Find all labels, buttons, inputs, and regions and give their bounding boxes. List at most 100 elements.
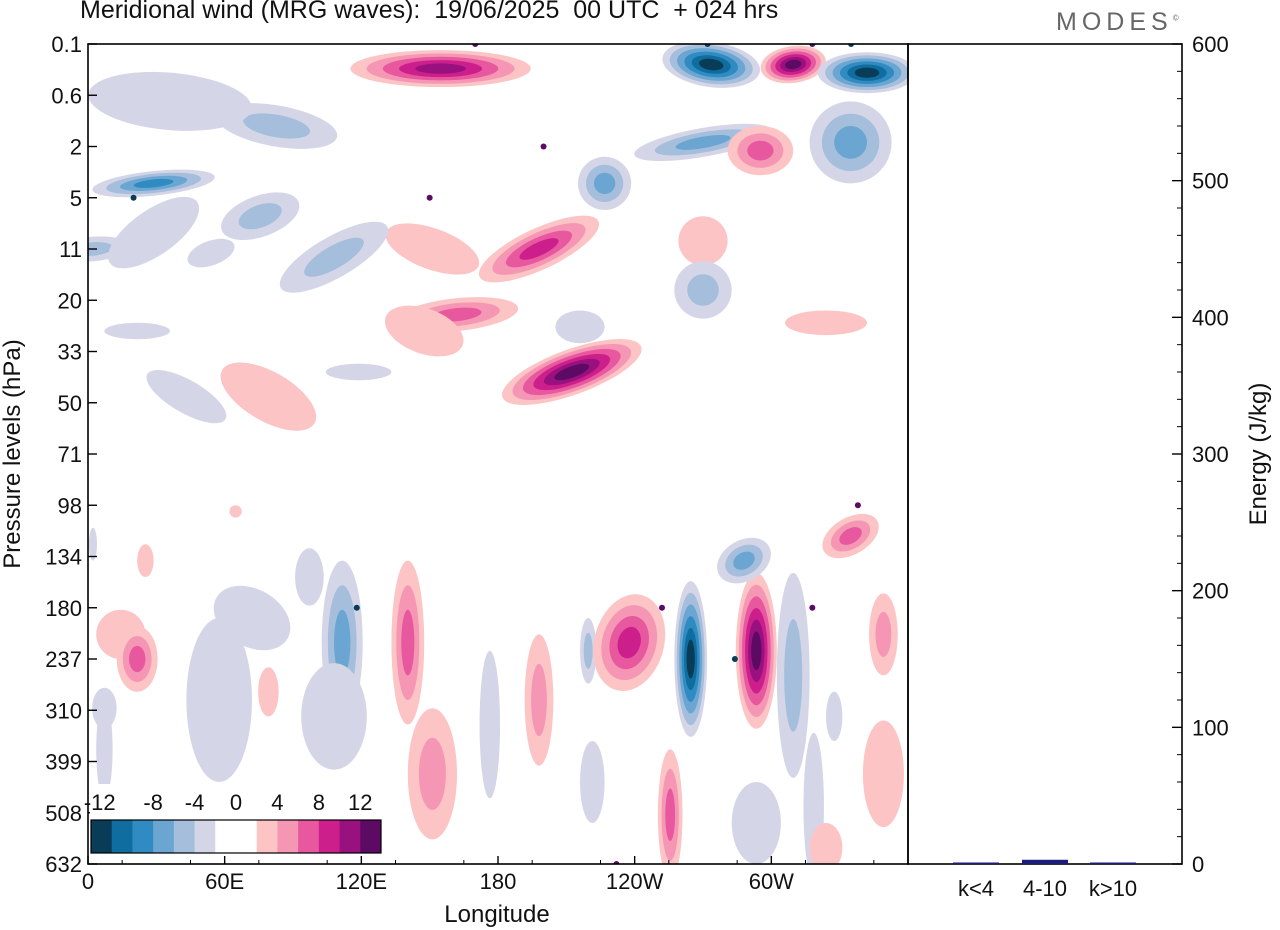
y-axis-title: Pressure levels (hPa): [0, 339, 26, 568]
energy-category-label: k<4: [958, 876, 994, 901]
y-tick-label: 98: [58, 493, 82, 518]
contour-positive: [785, 310, 867, 336]
contour-negative: [634, 123, 772, 162]
colorbar-swatch: [194, 820, 216, 853]
contour-negative: [674, 261, 732, 319]
energy-tick-label: 300: [1192, 442, 1229, 467]
feature-core: [809, 604, 816, 611]
modes-logo: MODES©: [1056, 8, 1179, 37]
contour-negative: [776, 572, 810, 778]
contour-negative: [555, 310, 605, 344]
contour-positive: [478, 215, 600, 283]
contour-positive: [384, 305, 464, 357]
contour-negative: [221, 192, 300, 241]
y-tick-label: 20: [58, 288, 82, 313]
logo-mark: ©: [1172, 13, 1179, 23]
y-tick-label: 508: [45, 801, 82, 826]
y-tick-label: 399: [45, 750, 82, 775]
contour-negative: [717, 537, 771, 584]
colorbar-swatch: [236, 820, 258, 853]
contour-negative: [146, 369, 227, 424]
x-tick-label: 120W: [606, 869, 664, 894]
x-tick-label: 0: [82, 869, 94, 894]
energy-tick-label: 400: [1192, 305, 1229, 330]
contour-positive: [385, 223, 480, 275]
contour-positive: [407, 708, 457, 840]
contour-negative: [674, 581, 708, 737]
contour-negative: [104, 322, 170, 340]
contour-negative: [662, 44, 761, 88]
feature-core: [659, 604, 665, 611]
energy-tick-label: 0: [1192, 852, 1204, 877]
contour-negative: [279, 221, 389, 293]
y-tick-label: 237: [45, 647, 82, 672]
energy-bar: [953, 862, 999, 864]
colorbar-swatch: [360, 820, 382, 853]
energy-tick-label: 100: [1192, 715, 1229, 740]
energy-axis: 0 100 200 300 400 500 600: [1172, 32, 1229, 877]
contour-field: [88, 44, 908, 864]
energy-panel-frame: [907, 43, 1183, 865]
contour-positive: [678, 216, 728, 266]
contour-negative: [92, 169, 215, 198]
y-tick-label: 0.6: [51, 83, 82, 108]
colorbar-swatch: [277, 820, 299, 853]
y-tick-label: 2: [70, 135, 82, 160]
contour-negative: [186, 618, 252, 782]
contour-negative: [88, 527, 98, 561]
colorbar-label: 0: [230, 790, 242, 815]
contour-positive: [809, 823, 843, 864]
contour-negative: [479, 650, 501, 799]
contour-negative: [108, 196, 200, 269]
contour-positive: [137, 544, 154, 577]
colorbar-label: -12: [84, 790, 116, 815]
contour-positive: [735, 572, 777, 729]
colorbar-swatch: [111, 820, 133, 853]
colorbar-swatch: [298, 820, 320, 853]
x-tick-label: 60E: [205, 869, 244, 894]
feature-core: [426, 194, 433, 201]
contour-positive: [229, 505, 242, 518]
contour-positive: [258, 667, 279, 717]
feature-core: [130, 194, 137, 201]
contour-positive: [822, 513, 879, 559]
x-tick-label: 120E: [336, 869, 387, 894]
y-tick-label: 50: [58, 391, 82, 416]
colorbar-swatch: [256, 820, 278, 853]
contour-positive: [116, 626, 158, 692]
y-tick-label: 33: [58, 340, 82, 365]
y-tick-label: 310: [45, 698, 82, 723]
colorbar: -12 -8 -4 0 4 8 12: [84, 784, 382, 856]
contour-negative: [92, 687, 117, 729]
energy-category-label: 4-10: [1023, 876, 1067, 901]
contour-negative: [301, 663, 367, 770]
contour-positive: [524, 634, 554, 766]
contour-positive: [869, 593, 898, 676]
energy-tick-label: 600: [1192, 32, 1229, 57]
colorbar-swatch: [173, 820, 195, 853]
y-tick-label: 0.1: [51, 32, 82, 57]
x-tick-label: 180: [480, 869, 517, 894]
contour-negative: [187, 238, 235, 268]
energy-tick-label: 200: [1192, 579, 1229, 604]
y-tick-label: 632: [45, 852, 82, 877]
colorbar-label: -8: [143, 790, 163, 815]
contour-negative: [577, 156, 632, 211]
colorbar-swatch: [91, 820, 113, 853]
contour-negative: [295, 548, 324, 606]
contour-positive: [220, 362, 317, 431]
colorbar-label: 12: [348, 790, 372, 815]
energy-tick-label: 500: [1192, 169, 1229, 194]
feature-core: [353, 604, 360, 611]
contour-positive: [862, 720, 904, 828]
chart-title: Meridional wind (MRG waves): 19/06/2025 …: [80, 0, 779, 24]
energy-axis-title: Energy (J/kg): [1245, 383, 1272, 526]
contour-positive: [593, 594, 666, 691]
x-axis: 0 60E 120E 180 120W 60W: [82, 856, 875, 894]
contour-positive: [657, 749, 683, 864]
colorbar-swatch: [153, 820, 175, 853]
colorbar-label: 4: [271, 790, 283, 815]
contour-positive: [391, 560, 425, 725]
energy-bar: [1090, 862, 1136, 864]
